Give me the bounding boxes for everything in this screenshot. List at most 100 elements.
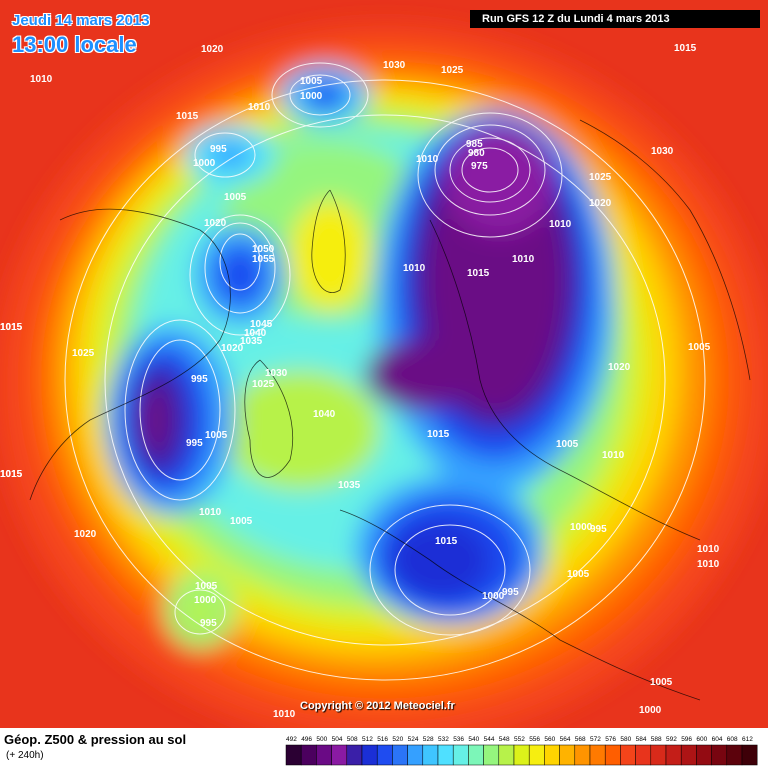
color-scale-swatches <box>285 744 758 766</box>
scale-swatch <box>528 744 545 766</box>
pressure-label: 1020 <box>201 44 224 55</box>
scale-tick-label: 584 <box>636 736 647 743</box>
pressure-label: 1005 <box>688 342 711 353</box>
geopotential-color-field <box>0 25 768 728</box>
legend-footer: Géop. Z500 & pression au sol (+ 240h) 49… <box>0 728 768 768</box>
pressure-label: 980 <box>468 148 485 159</box>
scale-swatch <box>680 744 697 766</box>
pressure-label: 995 <box>186 438 203 449</box>
scale-swatch <box>544 744 560 766</box>
pressure-label: 1010 <box>549 219 572 230</box>
pressure-labels: 1020 1010 1030 1025 1015 1005 1000 1010 … <box>0 43 720 720</box>
scale-tick-label: 568 <box>575 736 586 743</box>
pressure-label: 1005 <box>556 439 579 450</box>
pressure-label: 985 <box>466 139 483 150</box>
scale-tick-label: 604 <box>712 736 723 743</box>
pressure-label: 995 <box>191 374 208 385</box>
pressure-label: 1055 <box>252 254 275 265</box>
scale-swatch <box>331 744 348 766</box>
pressure-label: 1005 <box>300 76 323 87</box>
color-scale: 492 496 500 504 508 512 516 520 524 528 532 536 540 5… <box>285 736 758 766</box>
scale-swatch <box>741 744 758 766</box>
pressure-label: 1010 <box>512 254 535 265</box>
pressure-label: 1020 <box>204 218 227 229</box>
pressure-label: 1010 <box>697 559 720 570</box>
pressure-label: 1030 <box>651 146 674 157</box>
scale-tick-label: 508 <box>347 736 358 743</box>
scale-tick-label: 520 <box>392 736 403 743</box>
pressure-label: 1000 <box>570 522 593 533</box>
scale-swatch <box>498 744 515 766</box>
scale-swatch <box>346 744 363 766</box>
scale-tick-label: 596 <box>681 736 692 743</box>
scale-tick-label: 560 <box>544 736 555 743</box>
pressure-label: 1005 <box>230 516 253 527</box>
pressure-label: 1015 <box>435 536 458 547</box>
pressure-label: 1010 <box>602 450 625 461</box>
pressure-label: 1035 <box>240 336 263 347</box>
pressure-label: 1015 <box>0 469 23 480</box>
pressure-label: 1010 <box>248 102 271 113</box>
scale-swatch <box>300 744 317 766</box>
pressure-label: 1010 <box>697 544 720 555</box>
pressure-label: 1040 <box>313 409 336 420</box>
scale-swatch <box>589 744 606 766</box>
pressure-label: 1015 <box>176 111 199 122</box>
scale-tick-label: 588 <box>651 736 662 743</box>
scale-tick-label: 600 <box>696 736 707 743</box>
scale-tick-label: 524 <box>408 736 419 743</box>
scale-tick-label: 552 <box>514 736 525 743</box>
forecast-time: 13:00 locale <box>12 32 137 57</box>
scale-tick-label: 556 <box>529 736 540 743</box>
pressure-label: 1020 <box>221 343 244 354</box>
scale-tick-label: 540 <box>468 736 479 743</box>
pressure-label: 1015 <box>0 322 23 333</box>
scale-swatch <box>452 744 469 766</box>
pressure-label: 1015 <box>674 43 697 54</box>
pressure-label: 995 <box>210 144 227 155</box>
scale-tick-label: 516 <box>377 736 388 743</box>
pressure-label: 1020 <box>608 362 631 373</box>
scale-tick-label: 576 <box>605 736 616 743</box>
pressure-label: 1010 <box>403 263 426 274</box>
pressure-label: 1020 <box>74 529 97 540</box>
pressure-label: 1000 <box>300 91 323 102</box>
scale-tick-label: 512 <box>362 736 373 743</box>
pressure-label: 1025 <box>441 65 464 76</box>
scale-swatch <box>361 744 378 766</box>
pressure-label: 1045 <box>250 319 273 330</box>
pressure-label: 1030 <box>265 368 288 379</box>
pressure-label: 1005 <box>650 677 673 688</box>
pressure-label: 1005 <box>205 430 228 441</box>
pressure-label: 995 <box>200 618 217 629</box>
pressure-label: 1015 <box>427 429 450 440</box>
pressure-label: 1020 <box>589 198 612 209</box>
coastline-outlines <box>29 119 751 701</box>
pressure-label: 995 <box>590 524 607 535</box>
scale-tick-label: 544 <box>484 736 495 743</box>
scale-tick-label: 612 <box>742 736 753 743</box>
pressure-label: 1010 <box>30 74 53 85</box>
pressure-label: 1030 <box>383 60 406 71</box>
scale-swatch <box>635 744 652 766</box>
scale-swatch <box>650 744 667 766</box>
pressure-label: 975 <box>471 161 488 172</box>
scale-tick-label: 536 <box>453 736 464 743</box>
scale-swatch <box>513 744 530 766</box>
scale-swatch <box>620 744 636 766</box>
scale-tick-label: 572 <box>590 736 601 743</box>
scale-swatch <box>726 744 743 766</box>
pressure-label: 1010 <box>273 709 296 720</box>
scale-tick-label: 592 <box>666 736 677 743</box>
scale-swatch <box>559 744 576 766</box>
pressure-label: 1000 <box>482 591 505 602</box>
scale-swatch <box>376 744 393 766</box>
scale-swatch <box>422 744 439 766</box>
scale-tick-label: 496 <box>301 736 312 743</box>
pressure-label: 1015 <box>0 322 23 333</box>
pressure-label: 1005 <box>224 192 247 203</box>
pressure-label: 1000 <box>193 158 216 169</box>
pressure-label: 1000 <box>194 595 217 606</box>
scale-swatch <box>604 744 621 766</box>
scale-swatch <box>711 744 728 766</box>
